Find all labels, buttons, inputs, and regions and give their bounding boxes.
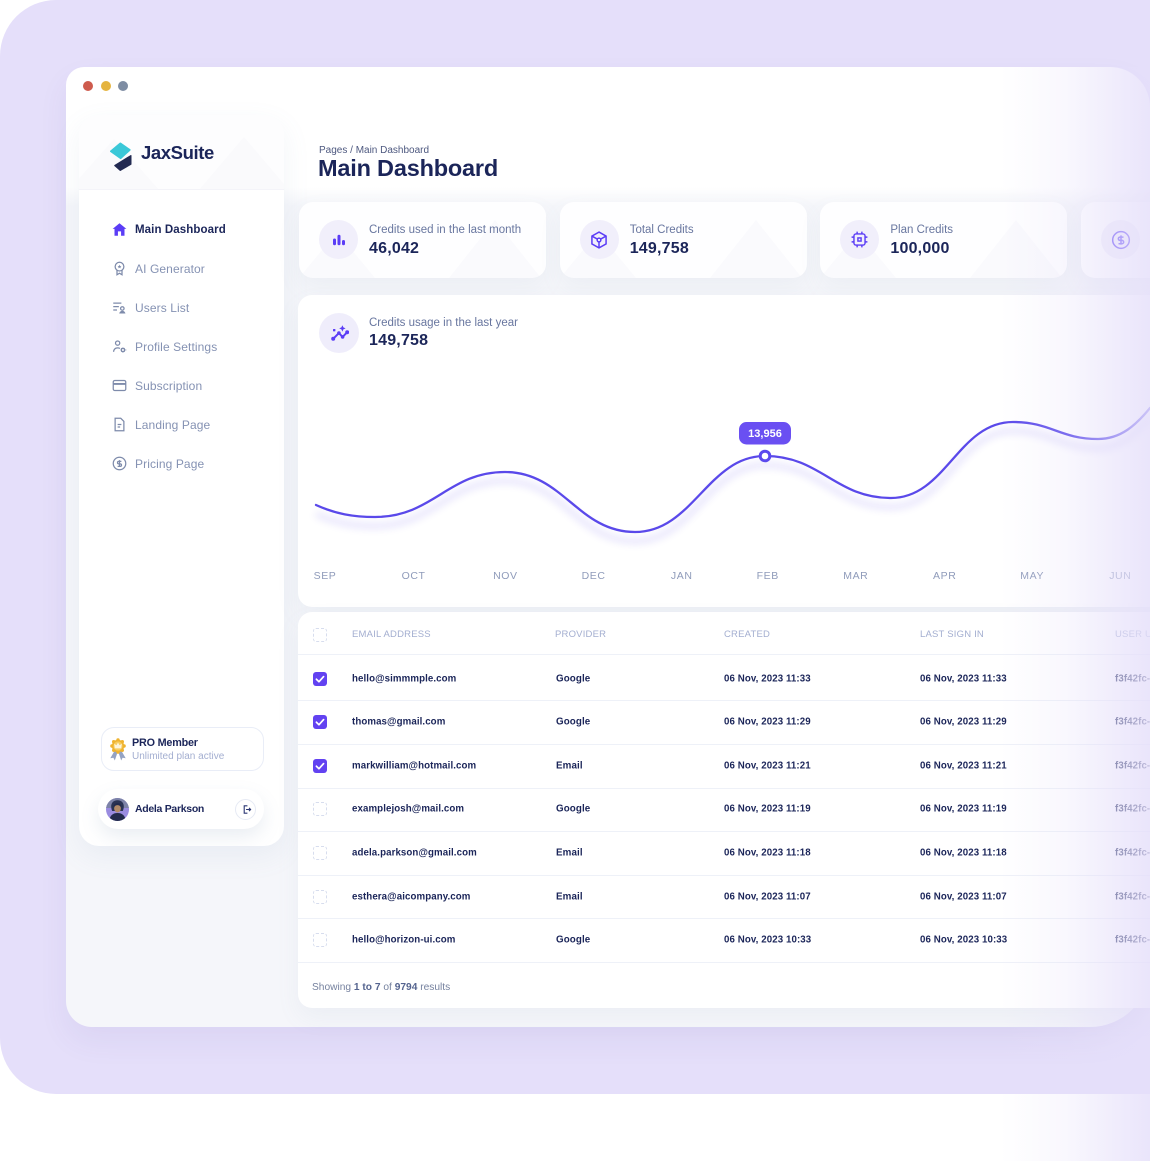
svg-text:13,956: 13,956 [748,428,782,440]
